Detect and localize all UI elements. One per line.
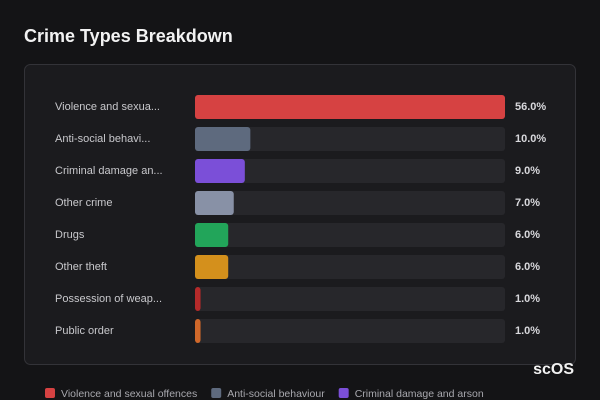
category-label: Violence and sexua... bbox=[55, 101, 160, 113]
bar bbox=[195, 191, 234, 215]
bar-track bbox=[195, 159, 505, 183]
bar bbox=[195, 223, 229, 247]
chart-title: Crime Types Breakdown bbox=[24, 26, 233, 46]
watermark: scOS bbox=[533, 361, 574, 378]
value-label: 10.0% bbox=[515, 133, 546, 145]
bar bbox=[195, 95, 505, 119]
category-label: Other theft bbox=[55, 261, 107, 273]
category-label: Drugs bbox=[55, 229, 85, 241]
bar-track bbox=[195, 287, 505, 311]
bar-track bbox=[195, 223, 505, 247]
value-label: 9.0% bbox=[515, 165, 540, 177]
value-label: 6.0% bbox=[515, 229, 540, 241]
bar bbox=[195, 255, 229, 279]
category-label: Public order bbox=[55, 325, 114, 337]
bar-track bbox=[195, 191, 505, 215]
category-label: Criminal damage an... bbox=[55, 165, 163, 177]
value-label: 7.0% bbox=[515, 197, 540, 209]
value-label: 1.0% bbox=[515, 293, 540, 305]
category-label: Other crime bbox=[55, 197, 112, 209]
legend-label: Anti-social behaviour bbox=[227, 388, 325, 400]
legend-swatch bbox=[211, 388, 222, 398]
value-label: 6.0% bbox=[515, 261, 540, 273]
bar bbox=[195, 319, 201, 343]
bar bbox=[195, 127, 251, 151]
legend-label: Criminal damage and arson bbox=[355, 388, 484, 400]
bar-track bbox=[195, 127, 505, 151]
value-label: 1.0% bbox=[515, 325, 540, 337]
legend-swatch bbox=[338, 388, 349, 398]
bar-track bbox=[195, 319, 505, 343]
bar-track bbox=[195, 255, 505, 279]
bar bbox=[195, 287, 201, 311]
category-label: Anti-social behavi... bbox=[55, 133, 150, 145]
legend-swatch bbox=[45, 388, 55, 398]
legend-label: Violence and sexual offences bbox=[61, 388, 197, 400]
category-label: Possession of weap... bbox=[55, 293, 162, 305]
bar bbox=[195, 159, 245, 183]
value-label: 56.0% bbox=[515, 101, 546, 113]
